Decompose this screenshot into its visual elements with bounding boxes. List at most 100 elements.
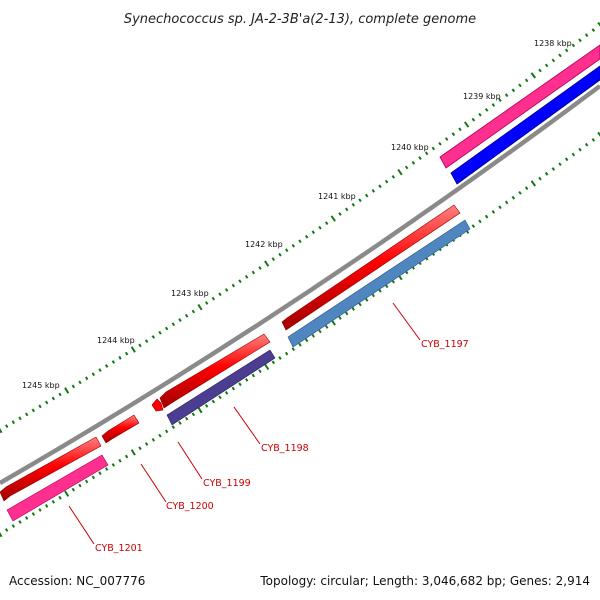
tick-mark-outer bbox=[118, 355, 122, 360]
tick-mark-inner bbox=[238, 382, 242, 387]
tick-mark-outer bbox=[231, 283, 236, 288]
gene-label-cyb-1201[interactable]: CYB_1201 bbox=[95, 543, 143, 554]
gene-cyb-1201[interactable] bbox=[6, 454, 109, 522]
cds-cyb-1199[interactable] bbox=[151, 398, 164, 412]
tick-mark-outer bbox=[484, 108, 489, 112]
tick-mark-inner bbox=[364, 298, 369, 302]
tick-mark-inner bbox=[11, 524, 16, 528]
tick-mark-inner bbox=[84, 479, 89, 484]
tick-mark-outer bbox=[178, 318, 182, 322]
tick-mark-outer bbox=[144, 339, 149, 344]
tick-mark-inner bbox=[504, 200, 509, 205]
cds-cyb-1200[interactable] bbox=[101, 414, 140, 444]
tick-mark-outer bbox=[451, 132, 456, 137]
tick-mark-outer bbox=[571, 43, 576, 48]
tick-mark-outer bbox=[218, 292, 222, 297]
gene-cyb-1197[interactable] bbox=[287, 219, 471, 348]
tick-mark-inner bbox=[211, 399, 216, 404]
tick-mark-inner bbox=[278, 356, 282, 360]
tick-mark-inner bbox=[551, 167, 556, 171]
tick-mark-outer bbox=[311, 230, 316, 235]
tick-mark-outer bbox=[558, 53, 562, 58]
tick-mark-inner bbox=[171, 425, 176, 430]
tick-mark-outer bbox=[5, 424, 9, 428]
tick-mark-inner bbox=[58, 495, 62, 500]
tick-mark-inner bbox=[518, 191, 522, 195]
cds-cyb-1198[interactable] bbox=[159, 333, 271, 409]
tick-mark-outer bbox=[197, 303, 203, 311]
tick-mark-inner bbox=[338, 316, 342, 320]
tick-mark-outer bbox=[11, 420, 15, 425]
genome-summary-text: Topology: circular; Length: 3,046,682 bp… bbox=[260, 574, 590, 588]
feature-upper-blue[interactable] bbox=[450, 65, 600, 185]
tick-mark-outer bbox=[130, 346, 136, 353]
tick-mark-inner bbox=[218, 395, 222, 400]
tick-mark-inner bbox=[138, 446, 142, 451]
tick-mark-outer bbox=[71, 384, 76, 389]
tick-mark-inner bbox=[91, 475, 96, 480]
tick-mark-outer bbox=[458, 127, 462, 132]
tick-mark-outer bbox=[211, 296, 216, 301]
tick-mark-outer bbox=[251, 270, 256, 275]
tick-mark-outer bbox=[330, 215, 336, 222]
tick-mark-outer bbox=[18, 416, 22, 421]
tick-mark-inner bbox=[558, 162, 562, 166]
tick-mark-inner bbox=[524, 186, 529, 191]
tick-mark-outer bbox=[431, 146, 436, 151]
tick-mark-outer bbox=[404, 165, 409, 170]
tick-mark-inner bbox=[24, 516, 29, 520]
tick-mark-inner bbox=[284, 351, 289, 356]
tick-mark-inner bbox=[591, 138, 596, 142]
tick-mark-outer bbox=[597, 21, 600, 27]
tick-mark-inner bbox=[164, 429, 169, 434]
leader-cyb-1201 bbox=[68, 505, 95, 545]
tick-mark-inner bbox=[358, 302, 362, 307]
tick-mark-inner bbox=[197, 406, 203, 414]
tick-label-1245: 1245 kbp bbox=[22, 381, 60, 390]
tick-mark-outer bbox=[244, 274, 249, 279]
tick-mark-outer bbox=[478, 112, 482, 117]
tick-mark-outer bbox=[463, 121, 470, 128]
tick-mark-inner bbox=[384, 284, 389, 289]
tick-mark-outer bbox=[511, 88, 516, 93]
leader-cyb-1200 bbox=[140, 463, 167, 503]
gene-cyb-1198[interactable] bbox=[166, 349, 276, 426]
tick-mark-outer bbox=[298, 239, 302, 244]
tick-mark-inner bbox=[151, 437, 156, 442]
tick-mark-inner bbox=[530, 180, 537, 187]
tick-mark-outer bbox=[111, 360, 116, 364]
tick-mark-outer bbox=[171, 322, 176, 327]
tick-mark-outer bbox=[224, 288, 229, 292]
tick-mark-outer bbox=[584, 33, 589, 38]
cds-cyb-1197[interactable] bbox=[281, 204, 461, 331]
cds-cyb-1201[interactable] bbox=[0, 436, 102, 502]
gene-label-cyb-1198[interactable]: CYB_1198 bbox=[261, 443, 309, 454]
gene-label-cyb-1199[interactable]: CYB_1199 bbox=[203, 478, 251, 489]
tick-mark-inner bbox=[4, 528, 9, 532]
gene-label-cyb-1200[interactable]: CYB_1200 bbox=[166, 501, 214, 512]
tick-mark-outer bbox=[544, 63, 549, 68]
tick-mark-inner bbox=[571, 152, 576, 157]
gene-label-cyb-1197[interactable]: CYB_1197 bbox=[421, 339, 469, 350]
tick-mark-inner bbox=[0, 532, 3, 538]
tick-mark-inner bbox=[311, 333, 316, 338]
tick-mark-outer bbox=[578, 38, 582, 43]
tick-mark-inner bbox=[498, 205, 502, 210]
tick-mark-inner bbox=[191, 412, 196, 417]
tick-label-1242: 1242 kbp bbox=[245, 240, 283, 249]
tick-label-1244: 1244 kbp bbox=[97, 336, 135, 345]
tick-mark-outer bbox=[530, 72, 537, 79]
tick-mark-outer bbox=[151, 335, 156, 339]
tick-mark-outer bbox=[364, 193, 369, 198]
tick-mark-outer bbox=[518, 83, 522, 88]
tick-mark-inner bbox=[324, 325, 329, 329]
tick-mark-inner bbox=[231, 386, 236, 391]
tick-mark-inner bbox=[271, 360, 276, 365]
tick-mark-outer bbox=[384, 179, 389, 184]
tick-mark-inner bbox=[44, 503, 49, 508]
feature-upper-magenta[interactable] bbox=[439, 44, 600, 169]
tick-label-1239: 1239 kbp bbox=[463, 92, 501, 101]
tick-mark-inner bbox=[511, 195, 516, 200]
tick-mark-inner bbox=[18, 520, 22, 524]
tick-mark-inner bbox=[104, 467, 109, 471]
